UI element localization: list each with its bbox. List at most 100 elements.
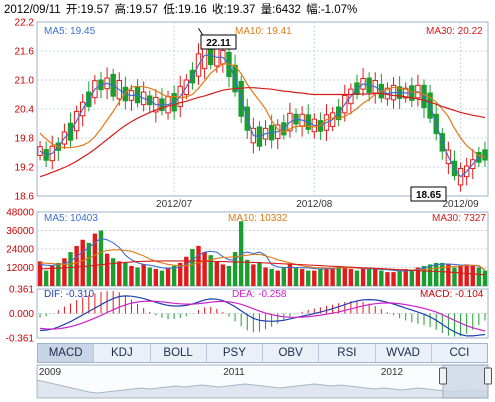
volume-bar <box>360 269 366 286</box>
volume-bar <box>220 264 226 286</box>
tab-kdj[interactable]: KDJ <box>94 344 151 362</box>
volume-ma30-label: MA30: 7327 <box>432 213 486 224</box>
tab-obv[interactable]: OBV <box>263 344 320 362</box>
volume-bar <box>446 264 451 286</box>
price-x-tick: 2012/09 <box>442 199 479 210</box>
quote-header: 2012/09/11 开:19.57 高:19.57 低:19.16 收:19.… <box>4 2 359 18</box>
max-marker-box <box>200 34 237 50</box>
price-x-tick: 2012/07 <box>156 199 193 210</box>
volume-bar <box>153 269 159 286</box>
ma5-line <box>39 54 486 178</box>
navigator-year-label: 2009 <box>39 367 62 378</box>
macd-value-label: MACD: -0.104 <box>420 289 484 300</box>
volume-bar <box>458 265 463 286</box>
volume-bar <box>196 245 201 286</box>
volume-bar <box>385 272 390 286</box>
volume-bars-group <box>37 221 488 286</box>
price-y-tick: 21.6 <box>15 47 35 58</box>
volume-bar <box>159 270 165 286</box>
indicator-tabs: MACD KDJ BOLL PSY OBV RSI WVAD CCI <box>37 343 488 363</box>
navigator-selection <box>442 364 489 399</box>
tab-cci[interactable]: CCI <box>449 347 470 359</box>
navigator-right-handle[interactable] <box>484 367 492 385</box>
volume-bar <box>342 267 347 286</box>
quote-open: 开:19.57 <box>65 4 110 16</box>
dif-line <box>39 295 486 337</box>
volume-bar <box>80 239 85 286</box>
macd-y-tick: 0.361 <box>9 285 34 296</box>
min-marker-box <box>410 186 447 202</box>
volume-bar <box>373 269 378 286</box>
volume-bar <box>245 259 250 286</box>
volume-bar <box>171 265 177 286</box>
dea-line <box>39 300 486 332</box>
volume-bar <box>86 242 92 286</box>
volume-bar <box>476 267 482 286</box>
volume-bar <box>287 264 293 286</box>
volume-bar <box>50 265 55 286</box>
volume-bar <box>251 264 256 286</box>
volume-bar <box>208 255 213 286</box>
volume-bar <box>312 270 317 286</box>
volume-bar <box>92 233 98 286</box>
volume-bar <box>366 267 372 286</box>
volume-bar <box>415 267 421 286</box>
volume-bar <box>257 262 262 286</box>
volume-bar <box>348 269 354 286</box>
navigator-year-label: 2011 <box>223 367 245 378</box>
volume-bar <box>68 252 73 286</box>
tab-wvad[interactable]: WVAD <box>376 344 432 362</box>
volume-bar <box>110 258 116 286</box>
price-x-tick: 2012/08 <box>296 199 333 210</box>
volume-bar <box>354 270 360 286</box>
quote-date: 2012/09/11 <box>4 4 61 16</box>
volume-bar <box>62 258 67 286</box>
volume-bar <box>403 269 408 286</box>
volume-bar <box>427 264 433 286</box>
volume-bar <box>43 270 49 286</box>
tab-psy[interactable]: PSY <box>207 344 263 362</box>
volume-bar <box>470 265 475 286</box>
macd-y-tick: 0.000 <box>9 309 34 320</box>
macd-y-tick: -0.361 <box>6 334 35 345</box>
volume-bar <box>141 264 146 286</box>
price-ma5-label: MA5: 19.45 <box>44 26 96 37</box>
volume-bar <box>482 270 488 286</box>
price-y-tick: 19.8 <box>15 134 35 145</box>
volume-bar <box>409 270 415 286</box>
volume-ma5-label: MA5: 10403 <box>44 213 98 224</box>
tab-rsi[interactable]: RSI <box>319 344 376 362</box>
quote-close: 收:19.37 <box>211 4 256 16</box>
volume-bar <box>269 269 274 286</box>
volume-bar <box>135 267 140 286</box>
quote-change: 幅:-1.07% <box>306 4 358 16</box>
volume-bar <box>299 269 305 286</box>
volume-bar <box>464 264 469 286</box>
volume-bar <box>37 261 43 286</box>
quote-volume: 量:6432 <box>260 4 301 16</box>
ma10-line <box>39 62 486 158</box>
volume-bar <box>397 270 402 286</box>
volume-bar <box>275 270 280 286</box>
navigator-left-handle[interactable] <box>439 367 447 385</box>
volume-bar <box>293 267 299 286</box>
volume-bar <box>178 262 183 286</box>
volume-bar <box>306 270 311 286</box>
volume-bar <box>147 267 152 286</box>
volume-bar <box>123 262 128 286</box>
volume-y-tick: 12000 <box>6 263 34 274</box>
tab-macd[interactable]: MACD <box>38 344 95 362</box>
volume-bar <box>318 269 323 286</box>
price-y-tick: 21.0 <box>15 76 35 87</box>
volume-bar <box>421 265 427 286</box>
volume-bar <box>379 270 384 286</box>
tab-boll[interactable]: BOLL <box>151 344 207 362</box>
volume-bar <box>165 267 171 286</box>
volume-bar <box>104 253 110 286</box>
price-y-tick: 20.4 <box>15 105 35 116</box>
min-marker-value: 18.65 <box>416 190 441 201</box>
price-ma30-label: MA30: 20.22 <box>426 26 483 37</box>
volume-bar <box>190 249 195 286</box>
volume-bar <box>56 262 61 286</box>
